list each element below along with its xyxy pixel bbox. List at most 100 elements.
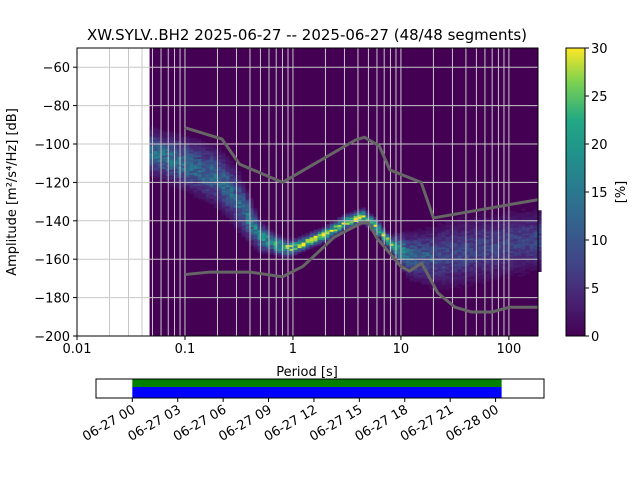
heatmap-cell (357, 208, 362, 211)
heatmap-cell (213, 182, 218, 185)
heatmap-cell (469, 278, 474, 281)
heatmap-cell (241, 229, 246, 232)
heatmap-cell (449, 262, 454, 265)
heatmap-cell (457, 234, 462, 237)
heatmap-cell (213, 155, 218, 158)
heatmap-cell (405, 253, 410, 256)
heatmap-cell (529, 255, 534, 258)
heatmap-cell (173, 163, 178, 166)
heatmap-cell (253, 248, 258, 251)
heatmap-cell (369, 213, 374, 216)
heatmap-cell (217, 206, 222, 210)
heatmap-cell (213, 205, 218, 208)
heatmap-cell (245, 195, 250, 198)
heatmap-cell (185, 180, 190, 183)
heatmap-cell (225, 192, 230, 195)
heatmap-cell (429, 250, 434, 253)
heatmap-cell (205, 183, 210, 186)
heatmap-cell (357, 220, 362, 223)
heatmap-cell (493, 224, 498, 227)
heatmap-cell (417, 270, 422, 273)
heatmap-cell (205, 194, 210, 197)
heatmap-cell (481, 260, 486, 264)
heatmap-cell (457, 267, 462, 270)
heatmap-cell (225, 198, 230, 201)
heatmap-cell (341, 226, 346, 229)
heatmap-cell (425, 227, 430, 230)
heatmap-cell (273, 254, 278, 257)
heatmap-cell (457, 242, 462, 245)
heatmap-cell (169, 161, 174, 164)
heatmap-cell (237, 176, 242, 179)
heatmap-cell (529, 265, 534, 268)
heatmap-cell (237, 205, 242, 208)
heatmap-cell (433, 227, 438, 230)
heatmap-cell (265, 225, 270, 228)
heatmap-cell (457, 220, 462, 224)
heatmap-cell (409, 243, 414, 246)
heatmap-cell (437, 245, 442, 248)
heatmap-cell (473, 271, 478, 275)
heatmap-cell (449, 239, 454, 242)
heatmap-cell (441, 271, 446, 275)
heatmap-cell (489, 248, 494, 251)
heatmap-cell (213, 159, 218, 162)
heatmap-cell (245, 199, 250, 202)
heatmap-cell (465, 229, 470, 232)
heatmap-cell (537, 250, 542, 253)
heatmap-cell (537, 246, 542, 249)
heatmap-cell (529, 218, 534, 222)
heatmap-cell (441, 266, 446, 269)
heatmap-cell (201, 148, 206, 152)
heatmap-cell (289, 250, 294, 253)
heatmap-cell (433, 273, 438, 276)
heatmap-cell (441, 241, 446, 244)
heatmap-cell (225, 186, 230, 190)
heatmap-cell (493, 278, 498, 281)
heatmap-cell (233, 180, 238, 183)
heatmap-cell (437, 241, 442, 245)
heatmap-cell (173, 182, 178, 185)
heatmap-cell (309, 233, 314, 236)
heatmap-cell (489, 213, 494, 216)
heatmap-cell (473, 229, 478, 232)
heatmap-cell (493, 257, 498, 260)
heatmap-cell (241, 190, 246, 194)
heatmap-cell (209, 173, 214, 176)
heatmap-cell (529, 253, 534, 256)
heatmap-cell (189, 161, 194, 164)
heatmap-cell (213, 171, 218, 174)
heatmap-cell (237, 207, 242, 210)
heatmap-cell (517, 268, 522, 272)
heatmap-cell (345, 216, 350, 220)
heatmap-cell (237, 178, 242, 181)
heatmap-cell (421, 230, 426, 233)
heatmap-cell (233, 170, 238, 174)
heatmap-cell (409, 260, 414, 263)
heatmap-cell (401, 246, 406, 250)
heatmap-cell (497, 243, 502, 246)
heatmap-cell (449, 266, 454, 269)
heatmap-cell (213, 203, 218, 206)
heatmap-cell (217, 179, 222, 183)
heatmap-cell (481, 222, 486, 225)
heatmap-cell (357, 210, 362, 213)
heatmap-cell (453, 237, 458, 240)
heatmap-cell (213, 172, 218, 176)
heatmap-cell (389, 235, 394, 239)
heatmap-cell (377, 228, 382, 232)
heatmap-cell (465, 221, 470, 224)
heatmap-cell (289, 237, 294, 240)
heatmap-cell (245, 220, 250, 223)
heatmap-cell (533, 250, 538, 254)
heatmap-cell (493, 245, 498, 248)
heatmap-cell (509, 231, 514, 234)
heatmap-cell (505, 220, 510, 223)
heatmap-cell (245, 239, 250, 242)
heatmap-cell (473, 231, 478, 234)
heatmap-cell (453, 283, 458, 286)
heatmap-cell (517, 261, 522, 264)
heatmap-cell (181, 159, 186, 163)
heatmap-cell (297, 247, 302, 251)
